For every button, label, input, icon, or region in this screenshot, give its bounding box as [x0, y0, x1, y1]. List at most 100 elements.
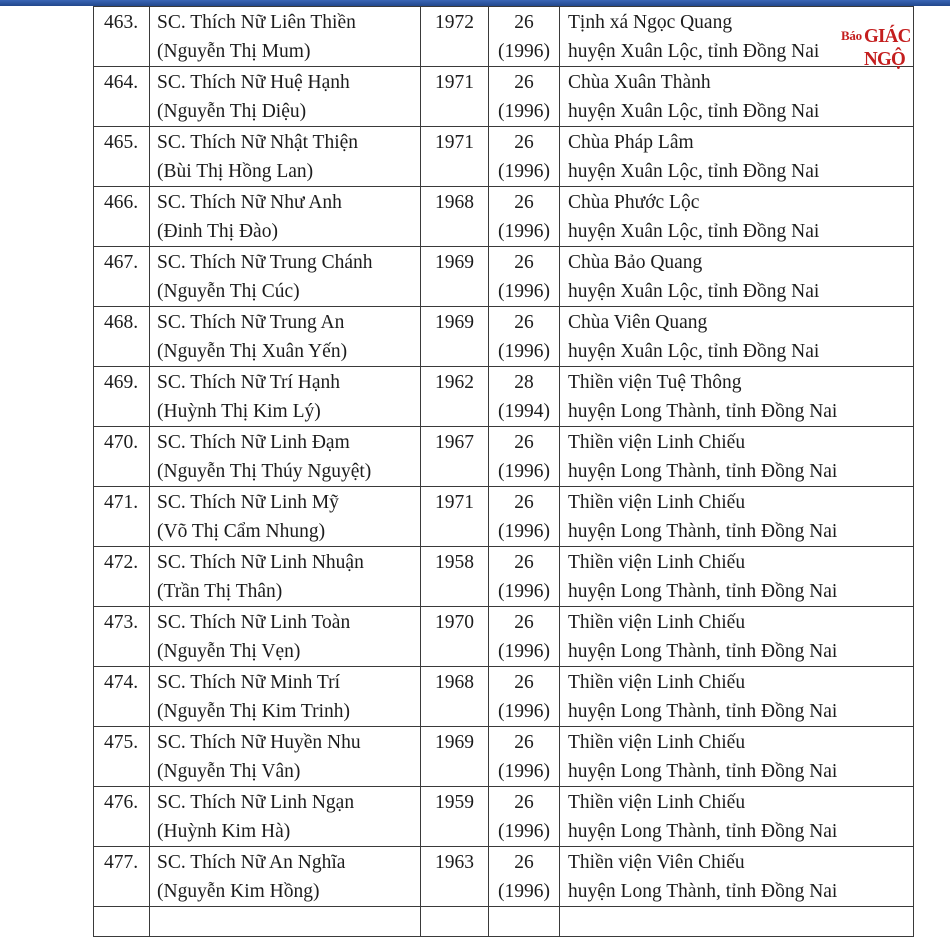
birth-year-cell: 1968	[420, 186, 489, 247]
birth-year: 1958	[435, 552, 474, 573]
birth-name: (Bùi Thị Hồng Lan)	[157, 161, 314, 182]
temple-cell: Thiền viện Linh Chiếu huyện Long Thành, …	[559, 486, 914, 547]
row-number: 471.	[104, 492, 139, 513]
birth-year: 1971	[435, 132, 474, 153]
dharma-name: SC. Thích Nữ An Nghĩa	[157, 852, 346, 873]
birth-year-cell: 1969	[420, 726, 489, 787]
nun-name-cell: SC. Thích Nữ Liên Thiền (Nguyễn Thị Mum)	[149, 6, 421, 67]
age-cell: 26 (1996)	[488, 786, 560, 847]
nun-name-cell	[149, 906, 421, 937]
temple-cell: Thiền viện Linh Chiếu huyện Long Thành, …	[559, 606, 914, 667]
temple-cell: Thiền viện Linh Chiếu huyện Long Thành, …	[559, 426, 914, 487]
ordination-age: 26	[514, 432, 534, 453]
temple-location: huyện Long Thành, tỉnh Đồng Nai	[568, 581, 838, 602]
temple-location: huyện Xuân Lộc, tỉnh Đồng Nai	[568, 161, 820, 182]
age-cell	[488, 906, 560, 937]
temple-cell: Chùa Pháp Lâm huyện Xuân Lộc, tỉnh Đồng …	[559, 126, 914, 187]
logo-prefix: Báo	[841, 28, 862, 43]
birth-name: (Huỳnh Kim Hà)	[157, 821, 291, 842]
birth-year: 1963	[435, 852, 474, 873]
top-blue-bar	[0, 0, 950, 6]
table-row: 464. SC. Thích Nữ Huệ Hạnh (Nguyễn Thị D…	[93, 66, 914, 127]
temple-cell: Thiền viện Linh Chiếu huyện Long Thành, …	[559, 666, 914, 727]
birth-name: (Nguyễn Thị Cúc)	[157, 281, 300, 302]
temple-name: Thiền viện Linh Chiếu	[568, 792, 746, 813]
birth-year-cell: 1970	[420, 606, 489, 667]
age-cell: 26 (1996)	[488, 126, 560, 187]
row-number: 470.	[104, 432, 139, 453]
birth-year-cell: 1967	[420, 426, 489, 487]
ordination-year: (1996)	[498, 521, 550, 542]
temple-cell: Chùa Phước Lộc huyện Xuân Lộc, tỉnh Đồng…	[559, 186, 914, 247]
birth-year: 1971	[435, 72, 474, 93]
age-cell: 28 (1994)	[488, 366, 560, 427]
temple-name: Thiền viện Linh Chiếu	[568, 432, 746, 453]
temple-name: Chùa Xuân Thành	[568, 72, 711, 93]
row-number: 466.	[104, 192, 139, 213]
birth-year: 1968	[435, 672, 474, 693]
row-number-cell: 474.	[93, 666, 150, 727]
temple-name: Chùa Pháp Lâm	[568, 132, 694, 153]
nun-name-cell: SC. Thích Nữ Linh Toàn (Nguyễn Thị Vẹn)	[149, 606, 421, 667]
ordination-age: 26	[514, 792, 534, 813]
dharma-name: SC. Thích Nữ Liên Thiền	[157, 12, 356, 33]
temple-cell: Thiền viện Viên Chiếu huyện Long Thành, …	[559, 846, 914, 907]
dharma-name: SC. Thích Nữ Huệ Hạnh	[157, 72, 350, 93]
temple-location: huyện Xuân Lộc, tỉnh Đồng Nai	[568, 221, 820, 242]
temple-name: Chùa Phước Lộc	[568, 192, 700, 213]
ordination-age: 26	[514, 732, 534, 753]
temple-location: huyện Xuân Lộc, tỉnh Đồng Nai	[568, 101, 820, 122]
ordination-year: (1996)	[498, 761, 550, 782]
birth-year-cell: 1971	[420, 126, 489, 187]
temple-name: Thiền viện Linh Chiếu	[568, 552, 746, 573]
ordination-year: (1996)	[498, 641, 550, 662]
row-number: 469.	[104, 372, 139, 393]
temple-cell: Thiền viện Linh Chiếu huyện Long Thành, …	[559, 786, 914, 847]
birth-year: 1967	[435, 432, 474, 453]
ordination-year: (1996)	[498, 221, 550, 242]
birth-year: 1972	[435, 12, 474, 33]
row-number: 468.	[104, 312, 139, 333]
dharma-name: SC. Thích Nữ Huyền Nhu	[157, 732, 361, 753]
age-cell: 26 (1996)	[488, 306, 560, 367]
age-cell: 26 (1996)	[488, 426, 560, 487]
table-row: 477. SC. Thích Nữ An Nghĩa (Nguyễn Kim H…	[93, 846, 914, 907]
temple-name: Thiền viện Viên Chiếu	[568, 852, 745, 873]
row-number-cell: 463.	[93, 6, 150, 67]
temple-location: huyện Long Thành, tỉnh Đồng Nai	[568, 761, 838, 782]
dharma-name: SC. Thích Nữ Nhật Thiện	[157, 132, 359, 153]
age-cell: 26 (1996)	[488, 606, 560, 667]
table-row: 465. SC. Thích Nữ Nhật Thiện (Bùi Thị Hồ…	[93, 126, 914, 187]
temple-cell: Chùa Viên Quang huyện Xuân Lộc, tỉnh Đồn…	[559, 306, 914, 367]
birth-year-cell: 1971	[420, 66, 489, 127]
ordination-age: 26	[514, 72, 534, 93]
ordination-age: 26	[514, 192, 534, 213]
age-cell: 26 (1996)	[488, 486, 560, 547]
birth-year-cell: 1962	[420, 366, 489, 427]
row-number: 476.	[104, 792, 139, 813]
row-number-cell: 467.	[93, 246, 150, 307]
birth-year-cell: 1968	[420, 666, 489, 727]
row-number: 475.	[104, 732, 139, 753]
birth-name: (Võ Thị Cẩm Nhung)	[157, 521, 326, 542]
row-number-cell	[93, 906, 150, 937]
birth-year-cell	[420, 906, 489, 937]
age-cell: 26 (1996)	[488, 546, 560, 607]
birth-name: (Đinh Thị Đào)	[157, 221, 278, 242]
nun-name-cell: SC. Thích Nữ Như Anh (Đinh Thị Đào)	[149, 186, 421, 247]
ordination-age: 26	[514, 672, 534, 693]
nun-name-cell: SC. Thích Nữ Linh Nhuận (Trần Thị Thân)	[149, 546, 421, 607]
nun-name-cell: SC. Thích Nữ An Nghĩa (Nguyễn Kim Hồng)	[149, 846, 421, 907]
temple-location: huyện Long Thành, tỉnh Đồng Nai	[568, 701, 838, 722]
dharma-name: SC. Thích Nữ Như Anh	[157, 192, 342, 213]
ordination-year: (1996)	[498, 461, 550, 482]
nun-name-cell: SC. Thích Nữ Trí Hạnh (Huỳnh Thị Kim Lý)	[149, 366, 421, 427]
temple-name: Thiền viện Linh Chiếu	[568, 732, 746, 753]
age-cell: 26 (1996)	[488, 666, 560, 727]
ordination-year: (1996)	[498, 701, 550, 722]
temple-cell	[559, 906, 914, 937]
temple-name: Tịnh xá Ngọc Quang	[568, 12, 733, 33]
nun-name-cell: SC. Thích Nữ Nhật Thiện (Bùi Thị Hồng La…	[149, 126, 421, 187]
table-row: 467. SC. Thích Nữ Trung Chánh (Nguyễn Th…	[93, 246, 914, 307]
ordination-year: (1996)	[498, 281, 550, 302]
